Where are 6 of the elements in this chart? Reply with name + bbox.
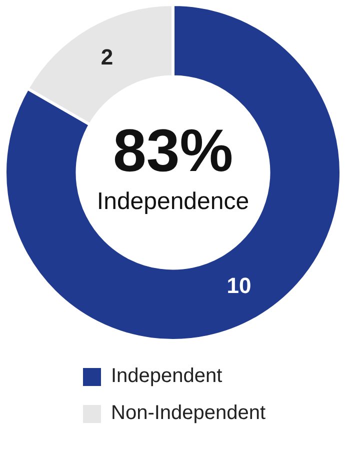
data-label: 10 xyxy=(226,272,252,298)
legend-label: Independent xyxy=(111,365,222,388)
text: Independence xyxy=(96,188,250,216)
text: 83% xyxy=(112,117,234,184)
data-label: 2 xyxy=(100,44,114,70)
legend-label: Non-Independent xyxy=(111,402,266,425)
